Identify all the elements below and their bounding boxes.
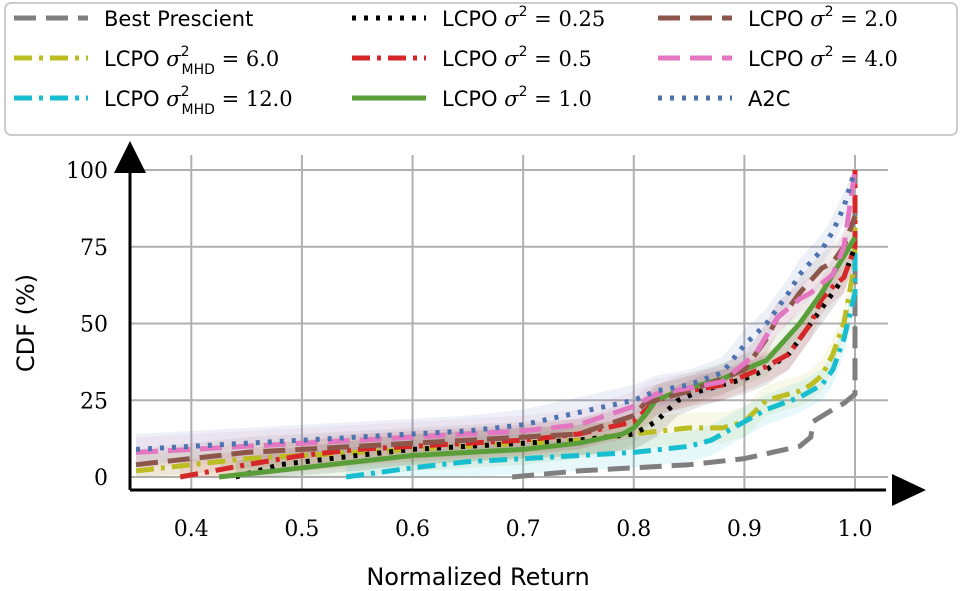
series-band: [235, 231, 856, 477]
series-band: [180, 170, 855, 477]
legend-item: LCPO σ2 = 4.0: [658, 44, 898, 71]
x-tick-label: 0.4: [174, 517, 209, 542]
series-line: [345, 246, 858, 480]
legend-item: LCPO σ2 = 2.0: [658, 4, 898, 31]
series-line: [135, 169, 858, 452]
legend-item: LCPO σ2 MHD = 12.0: [14, 84, 293, 118]
legend-item: LCPO σ2 MHD = 6.0: [14, 44, 279, 78]
legend-item: LCPO σ2 = 0.5: [352, 44, 592, 71]
x-tick-label: 0.5: [284, 517, 319, 542]
series-line: [234, 245, 858, 480]
series-line: [179, 170, 858, 480]
y-axis-label: CDF (%): [12, 274, 40, 372]
legend-label: LCPO σ2 MHD = 6.0: [104, 44, 279, 78]
legend-box: [4, 2, 958, 136]
y-axis-arrow: [114, 141, 146, 173]
legend-label: LCPO σ2 MHD = 12.0: [104, 84, 293, 118]
legend-item: A2C: [658, 87, 790, 111]
series-line: [511, 170, 858, 480]
x-tick-label: 0.7: [506, 517, 541, 542]
y-tick-label: 100: [66, 159, 108, 184]
legend: Best Prescient LCPO σ2 MHD = 6.0 LCPO σ2 MHD…: [14, 4, 898, 118]
y-tick-label: 50: [80, 313, 108, 338]
legend-label: Best Prescient: [104, 7, 253, 31]
series-line: [135, 215, 858, 468]
y-tick-label: 75: [80, 236, 108, 261]
x-tick-label: 1.0: [838, 517, 873, 542]
legend-label: LCPO σ2 = 0.25: [442, 4, 605, 31]
x-tick-label: 0.6: [395, 517, 430, 542]
legend-item: Best Prescient: [14, 7, 253, 31]
y-tick-label: 0: [94, 466, 108, 491]
legend-label: LCPO σ2 = 0.5: [442, 44, 592, 71]
plot-area: 0.4 0.5 0.6 0.7 0.8 0.9 1.0 0 25 50 75 100: [66, 141, 926, 542]
legend-label: LCPO σ2 = 4.0: [748, 44, 898, 71]
x-tick-label: 0.8: [616, 517, 651, 542]
legend-label: A2C: [748, 87, 790, 111]
x-tick-label: 0.9: [727, 517, 762, 542]
series-line: [135, 216, 858, 474]
legend-label: LCPO σ2 = 2.0: [748, 4, 898, 31]
series-line: [135, 169, 858, 455]
y-tick-label: 25: [80, 389, 108, 414]
legend-item: LCPO σ2 = 0.25: [352, 4, 605, 31]
x-axis-arrow: [892, 474, 926, 506]
x-axis-label: Normalized Return: [366, 563, 589, 591]
series-band: [136, 200, 855, 477]
legend-label: LCPO σ2 = 1.0: [442, 84, 592, 111]
legend-item: LCPO σ2 = 1.0: [352, 84, 592, 111]
